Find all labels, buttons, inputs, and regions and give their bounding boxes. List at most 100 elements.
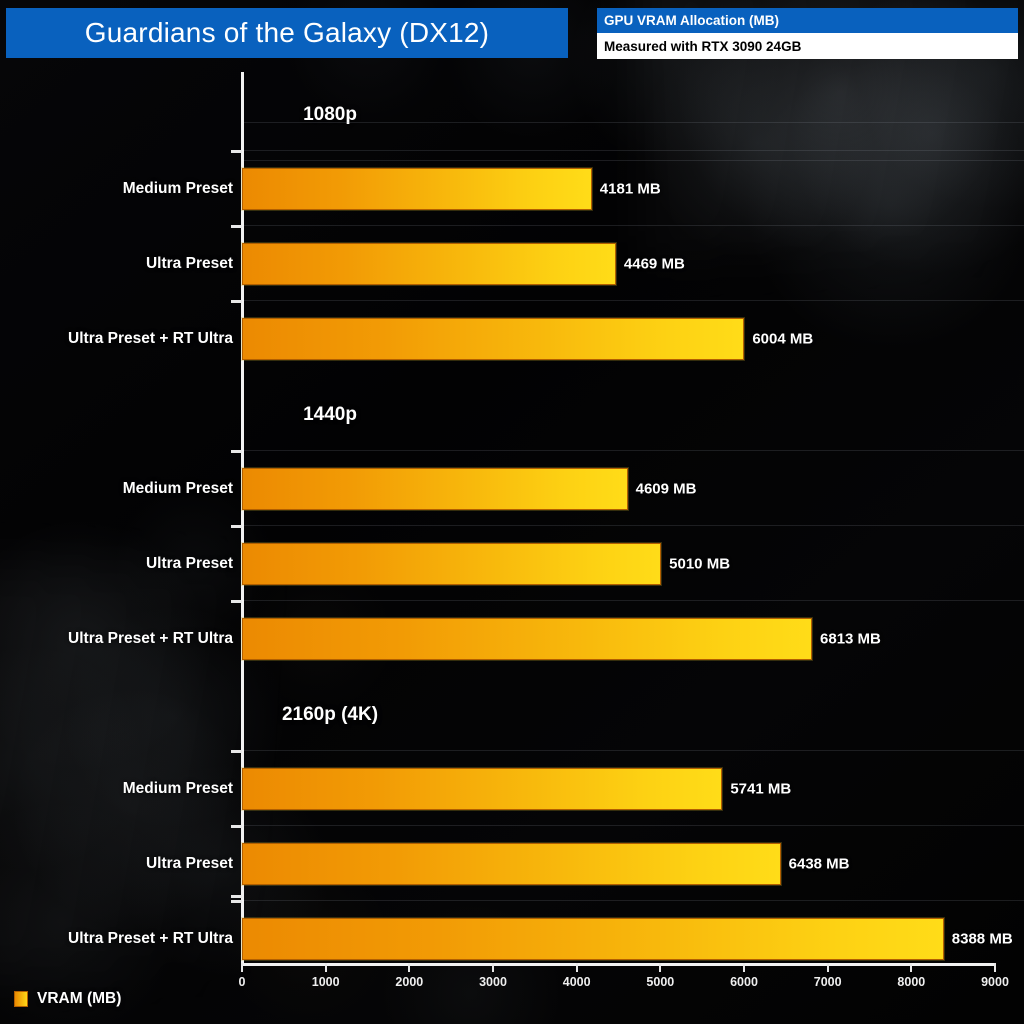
gridline	[244, 525, 1024, 526]
bar-row: 6813 MB	[242, 618, 881, 660]
gridline	[244, 122, 1024, 123]
y-axis-line	[241, 72, 244, 965]
x-axis-tick-label: 3000	[479, 975, 507, 989]
x-axis-tick	[492, 963, 494, 972]
x-axis-tick-label: 5000	[646, 975, 675, 989]
bar-row: 4181 MB	[242, 168, 661, 210]
x-axis-tick-label: 0	[238, 975, 246, 989]
x-axis-tick	[910, 963, 913, 972]
legend-swatch-icon	[14, 991, 28, 1007]
bar-row: 8388 MB	[242, 918, 1013, 960]
x-axis-tick	[743, 963, 745, 972]
game-title-panel: Guardians of the Galaxy (DX12)	[6, 8, 568, 58]
y-axis-tick	[231, 750, 242, 753]
category-label: Ultra Preset + RT Ultra	[68, 930, 233, 947]
y-axis-tick	[231, 225, 242, 228]
bar-value-label: 4469 MB	[623, 255, 685, 273]
bar-value-label: 8388 MB	[951, 930, 1013, 948]
category-label-container: Ultra Preset + RT Ultra	[0, 918, 233, 960]
bar-value-label: 4181 MB	[599, 180, 661, 198]
bar-value-label: 4609 MB	[635, 480, 697, 498]
y-axis-tick	[231, 895, 242, 898]
y-axis-tick	[231, 150, 242, 153]
y-axis-tick	[231, 900, 242, 903]
y-axis-tick	[231, 825, 242, 828]
x-axis-tick-label: 8000	[897, 975, 926, 989]
x-axis-tick	[659, 963, 662, 972]
legend-label: VRAM (MB)	[37, 990, 122, 1007]
x-axis-tick-label: 6000	[730, 975, 758, 989]
bar	[242, 843, 781, 885]
x-axis-tick	[324, 963, 327, 972]
group-label: 1080p	[303, 104, 357, 125]
category-label: Ultra Preset + RT Ultra	[68, 330, 233, 347]
group-label: 2160p (4K)	[281, 704, 379, 725]
bar-value-label: 5010 MB	[669, 555, 731, 573]
bar	[242, 543, 662, 585]
y-axis-tick	[231, 300, 242, 303]
x-axis-tick	[408, 963, 411, 972]
category-label: Medium Preset	[122, 780, 233, 797]
category-label-container: Medium Preset	[0, 768, 233, 810]
bar	[242, 318, 745, 360]
category-label: Ultra Preset	[145, 555, 233, 572]
metric-panel: GPU VRAM Allocation (MB) Measured with R…	[597, 8, 1018, 59]
metric-subtitle: Measured with RTX 3090 24GB	[597, 33, 1018, 59]
x-axis-tick-label: 9000	[981, 975, 1009, 989]
bar-row: 4609 MB	[242, 468, 696, 510]
x-axis-tick	[994, 963, 996, 972]
x-axis-tick-label: 7000	[813, 975, 842, 989]
gridline	[244, 300, 1024, 301]
x-axis-tick-label: 2000	[395, 975, 424, 989]
x-axis-tick	[241, 963, 243, 972]
bar-value-label: 6813 MB	[820, 630, 881, 648]
category-label: Ultra Preset + RT Ultra	[68, 630, 233, 647]
gridline	[244, 825, 1024, 826]
y-axis-tick	[231, 600, 242, 603]
chart-legend: VRAM (MB)	[14, 990, 121, 1008]
y-axis-tick	[231, 450, 242, 453]
category-label-container: Ultra Preset + RT Ultra	[0, 318, 233, 360]
category-label-container: Medium Preset	[0, 168, 233, 210]
x-axis-tick	[575, 963, 578, 972]
category-label-container: Medium Preset	[0, 468, 233, 510]
bar-row: 6438 MB	[242, 843, 850, 885]
page-title: Guardians of the Galaxy (DX12)	[84, 17, 490, 48]
bar	[242, 468, 628, 510]
bar	[242, 918, 944, 960]
x-axis-tick-label: 4000	[562, 975, 591, 989]
bar-value-label: 5741 MB	[730, 780, 792, 798]
x-axis-tick	[826, 963, 829, 972]
bar-row: 5741 MB	[242, 768, 791, 810]
x-axis-tick-label: 1000	[311, 975, 340, 989]
bar-value-label: 6438 MB	[788, 855, 850, 873]
gridline	[244, 150, 1024, 151]
bar-row: 6004 MB	[242, 318, 813, 360]
category-label-container: Ultra Preset	[0, 543, 233, 585]
group-label: 1440p	[303, 404, 357, 425]
bar-row: 5010 MB	[242, 543, 730, 585]
gridline	[244, 600, 1024, 601]
category-label-container: Ultra Preset + RT Ultra	[0, 618, 233, 660]
category-label: Ultra Preset	[145, 255, 233, 272]
y-axis-tick	[231, 525, 242, 528]
bar	[242, 243, 616, 285]
gridline	[244, 750, 1024, 751]
bar-value-label: 6004 MB	[752, 330, 814, 348]
bar	[242, 168, 592, 210]
bar-row: 4469 MB	[242, 243, 685, 285]
category-label: Medium Preset	[122, 180, 233, 197]
category-label-container: Ultra Preset	[0, 843, 233, 885]
category-label: Medium Preset	[122, 480, 233, 497]
x-axis-line	[241, 963, 995, 966]
gridline	[244, 225, 1024, 226]
gridline	[244, 900, 1024, 901]
category-label-container: Ultra Preset	[0, 243, 233, 285]
metric-title: GPU VRAM Allocation (MB)	[597, 8, 1018, 33]
category-label: Ultra Preset	[145, 855, 233, 872]
gridline	[244, 160, 1024, 161]
bar	[242, 618, 813, 660]
bar	[242, 768, 723, 810]
